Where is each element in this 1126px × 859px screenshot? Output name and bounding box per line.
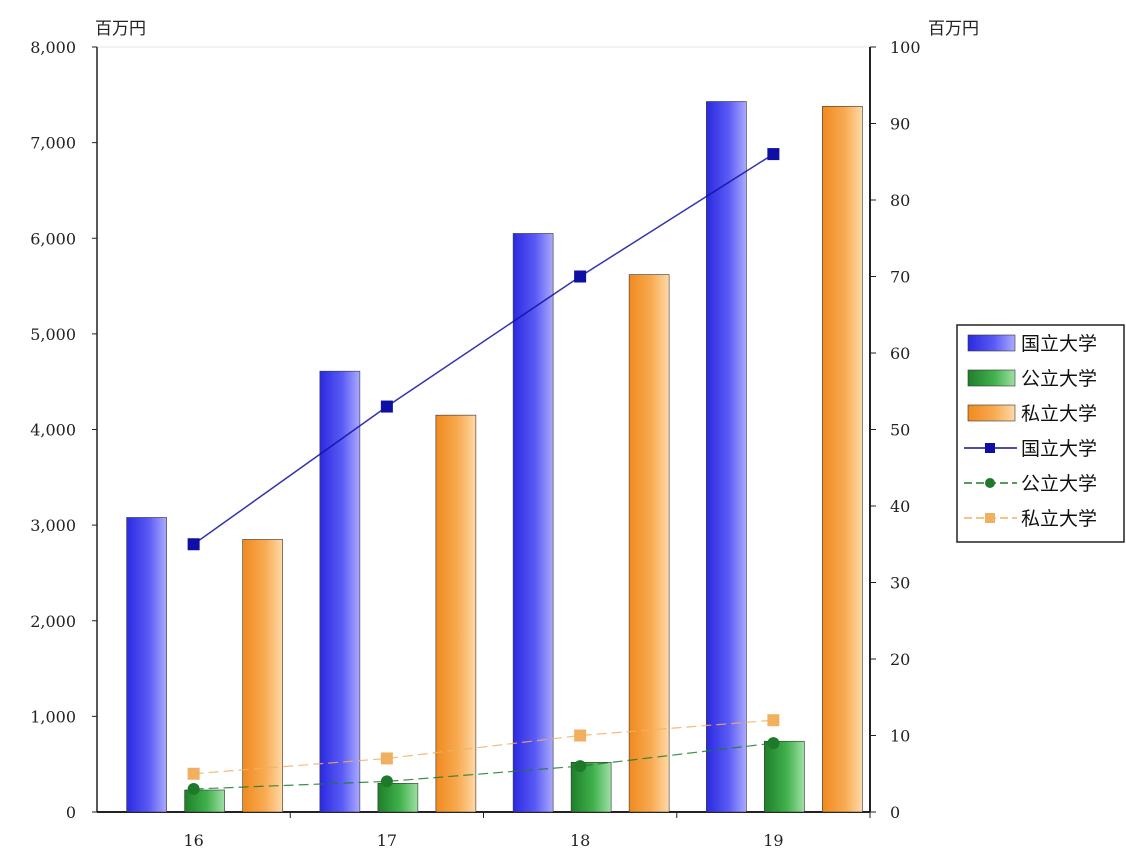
- x-axis-tick-label: 18: [570, 831, 590, 850]
- legend-swatch-marker: [985, 513, 995, 523]
- right-axis-tick-label: 10: [890, 727, 910, 746]
- plot-area: [96, 46, 871, 813]
- left-axis-tick-label: 0: [66, 803, 76, 822]
- legend-label: 私立大学: [1021, 508, 1097, 530]
- legend-label: 国立大学: [1021, 438, 1097, 460]
- line-shiritsu: [193, 719, 774, 775]
- legend-swatch-marker: [985, 443, 995, 453]
- right-axis: 0 10 20 30 40 50 60 70 80 90 100: [870, 38, 921, 822]
- legend-swatch-bar: [967, 404, 1016, 422]
- right-axis-tick-label: 40: [890, 497, 910, 516]
- left-axis-tick-label: 4,000: [30, 421, 76, 440]
- x-axis-tick-label: 17: [377, 831, 397, 850]
- point-kokuritsu: [187, 538, 200, 551]
- legend-label: 私立大学: [1021, 403, 1097, 425]
- left-axis-tick-label: 8,000: [30, 38, 76, 57]
- bar-kokuritsu: [512, 233, 554, 813]
- legend-swatch-bar: [967, 369, 1016, 387]
- right-axis-tick-label: 70: [890, 268, 910, 287]
- right-axis-tick-label: 50: [890, 421, 910, 440]
- right-axis-tick-label: 60: [890, 344, 910, 363]
- left-axis-tick-label: 6,000: [30, 229, 76, 248]
- point-kouritsu: [380, 775, 393, 788]
- legend-label: 公立大学: [1021, 473, 1097, 495]
- bar-kouritsu: [184, 789, 225, 813]
- left-axis-tick-label: 1,000: [30, 707, 76, 726]
- legend-swatch-bar: [967, 334, 1016, 352]
- right-axis-tick-label: 30: [890, 574, 910, 593]
- bar-series-group: [126, 101, 863, 813]
- right-axis-tick-label: 80: [890, 191, 910, 210]
- left-axis-tick-label: 2,000: [30, 612, 76, 631]
- point-kouritsu: [574, 760, 587, 773]
- right-axis-unit-label: 百万円: [928, 19, 979, 39]
- right-axis-tick-label: 100: [890, 38, 921, 57]
- right-axis-tick-label: 20: [890, 650, 910, 669]
- left-axis-unit-label: 百万円: [95, 19, 146, 39]
- line-kouritsu: [193, 742, 774, 790]
- legend-box: [956, 324, 1125, 543]
- point-kokuritsu: [380, 400, 393, 413]
- bar-kokuritsu: [126, 517, 167, 813]
- right-axis-tick-label: 0: [890, 803, 900, 822]
- bar-kouritsu: [377, 783, 419, 813]
- x-axis-tick-label: 19: [763, 831, 783, 850]
- left-axis-tick-label: 7,000: [30, 134, 76, 153]
- line-kokuritsu: [193, 153, 774, 545]
- bar-kokuritsu: [706, 101, 747, 813]
- point-kouritsu: [187, 783, 200, 796]
- legend-label: 公立大学: [1021, 368, 1097, 390]
- line-series-group: [187, 148, 780, 796]
- legend-label: 国立大学: [1021, 333, 1097, 355]
- left-axis-tick-label: 3,000: [30, 516, 76, 535]
- point-shiritsu: [380, 752, 393, 765]
- bar-kokuritsu: [319, 370, 361, 813]
- left-axis-tick-label: 5,000: [30, 325, 76, 344]
- bar-kouritsu: [764, 740, 805, 813]
- point-kokuritsu: [574, 270, 587, 283]
- point-shiritsu: [574, 729, 587, 742]
- point-kouritsu: [767, 737, 780, 750]
- bar-shiritsu: [822, 105, 863, 813]
- x-axis: 16 17 18 19: [183, 812, 871, 850]
- bar-shiritsu: [435, 414, 477, 813]
- left-axis: 0 1,000 2,000 3,000 4,000 5,000 6,000 7,000 8,00…: [30, 38, 97, 822]
- point-kokuritsu: [767, 148, 780, 161]
- x-axis-tick-label: 16: [183, 831, 203, 850]
- bar-shiritsu: [242, 539, 283, 813]
- legend-swatch-marker: [985, 478, 995, 488]
- bar-shiritsu: [628, 274, 670, 813]
- point-shiritsu: [187, 767, 200, 780]
- right-axis-tick-label: 90: [890, 115, 910, 134]
- point-shiritsu: [767, 714, 780, 727]
